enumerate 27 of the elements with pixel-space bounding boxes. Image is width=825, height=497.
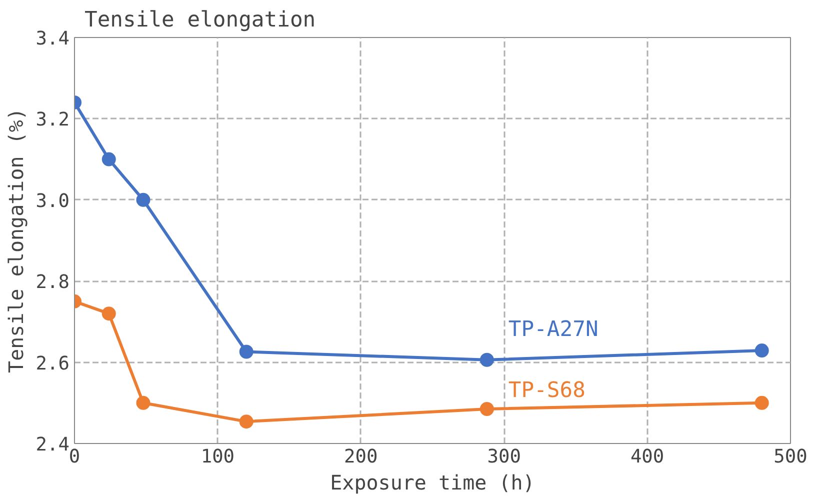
point	[480, 402, 494, 416]
point	[136, 192, 150, 207]
point	[102, 306, 116, 321]
y-tick-label: 3.0	[36, 190, 70, 212]
point	[480, 352, 494, 367]
series-label: TP-S68	[508, 378, 586, 403]
x-tick-label: 200	[344, 446, 378, 468]
x-tick-label: 100	[200, 446, 235, 468]
chart-title: Tensile elongation	[84, 8, 316, 32]
y-tick-label: 3.4	[36, 28, 70, 50]
point	[754, 396, 769, 410]
y-axis-title: Tensile elongation (%)	[4, 108, 28, 373]
point	[754, 344, 769, 358]
y-tick-label: 2.6	[36, 353, 70, 374]
x-tick-label: 500	[774, 446, 808, 468]
x-tick-label: 400	[630, 446, 664, 468]
y-tick-label: 2.8	[36, 272, 70, 294]
x-tick-label: 0	[68, 446, 80, 468]
y-tick-label: 2.4	[36, 434, 70, 456]
point	[136, 396, 150, 410]
point	[239, 344, 254, 359]
x-axis-title: Exposure time (h)	[330, 470, 535, 494]
series-label: TP-A27N	[508, 316, 598, 342]
point	[239, 414, 254, 429]
point	[102, 152, 116, 166]
y-tick-label: 3.2	[36, 110, 70, 131]
x-tick-label: 300	[487, 446, 521, 468]
